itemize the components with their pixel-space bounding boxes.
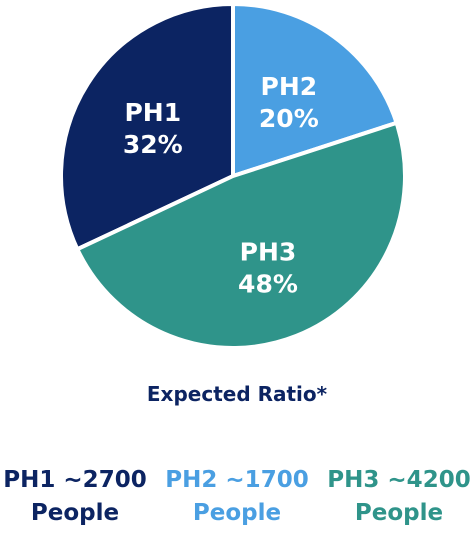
legend-ph1-unit: People xyxy=(30,500,120,526)
legend-ph2-count: PH2 ~1700 xyxy=(165,467,309,493)
legend-ph3-count: PH3 ~4200 xyxy=(327,467,471,493)
legend-item-ph2: PH2 ~1700 People xyxy=(164,464,310,530)
pie-slice-ph2 xyxy=(231,2,399,178)
slice-percent-ph1: 32% xyxy=(123,130,183,159)
slice-percent-ph3: 48% xyxy=(238,269,298,298)
slice-label-ph3: PH3 xyxy=(240,237,297,266)
pie-slice-ph3 xyxy=(75,120,408,351)
pie-slice-ph1 xyxy=(59,2,235,252)
slice-label-ph2: PH2 xyxy=(261,72,318,101)
pie-chart: PH1 32% PH2 20% PH3 48% xyxy=(59,2,408,351)
legend-item-ph3: PH3 ~4200 People xyxy=(326,464,472,530)
slice-label-ph1: PH1 xyxy=(124,98,181,127)
legend-ph1-count: PH1 ~2700 xyxy=(3,467,147,493)
chart-caption: Expected Ratio* xyxy=(146,382,328,406)
legend-item-ph1: PH1 ~2700 People xyxy=(2,464,148,530)
legend-ph3-unit: People xyxy=(354,500,444,526)
slice-percent-ph2: 20% xyxy=(259,104,319,133)
legend-ph2-unit: People xyxy=(192,500,282,526)
